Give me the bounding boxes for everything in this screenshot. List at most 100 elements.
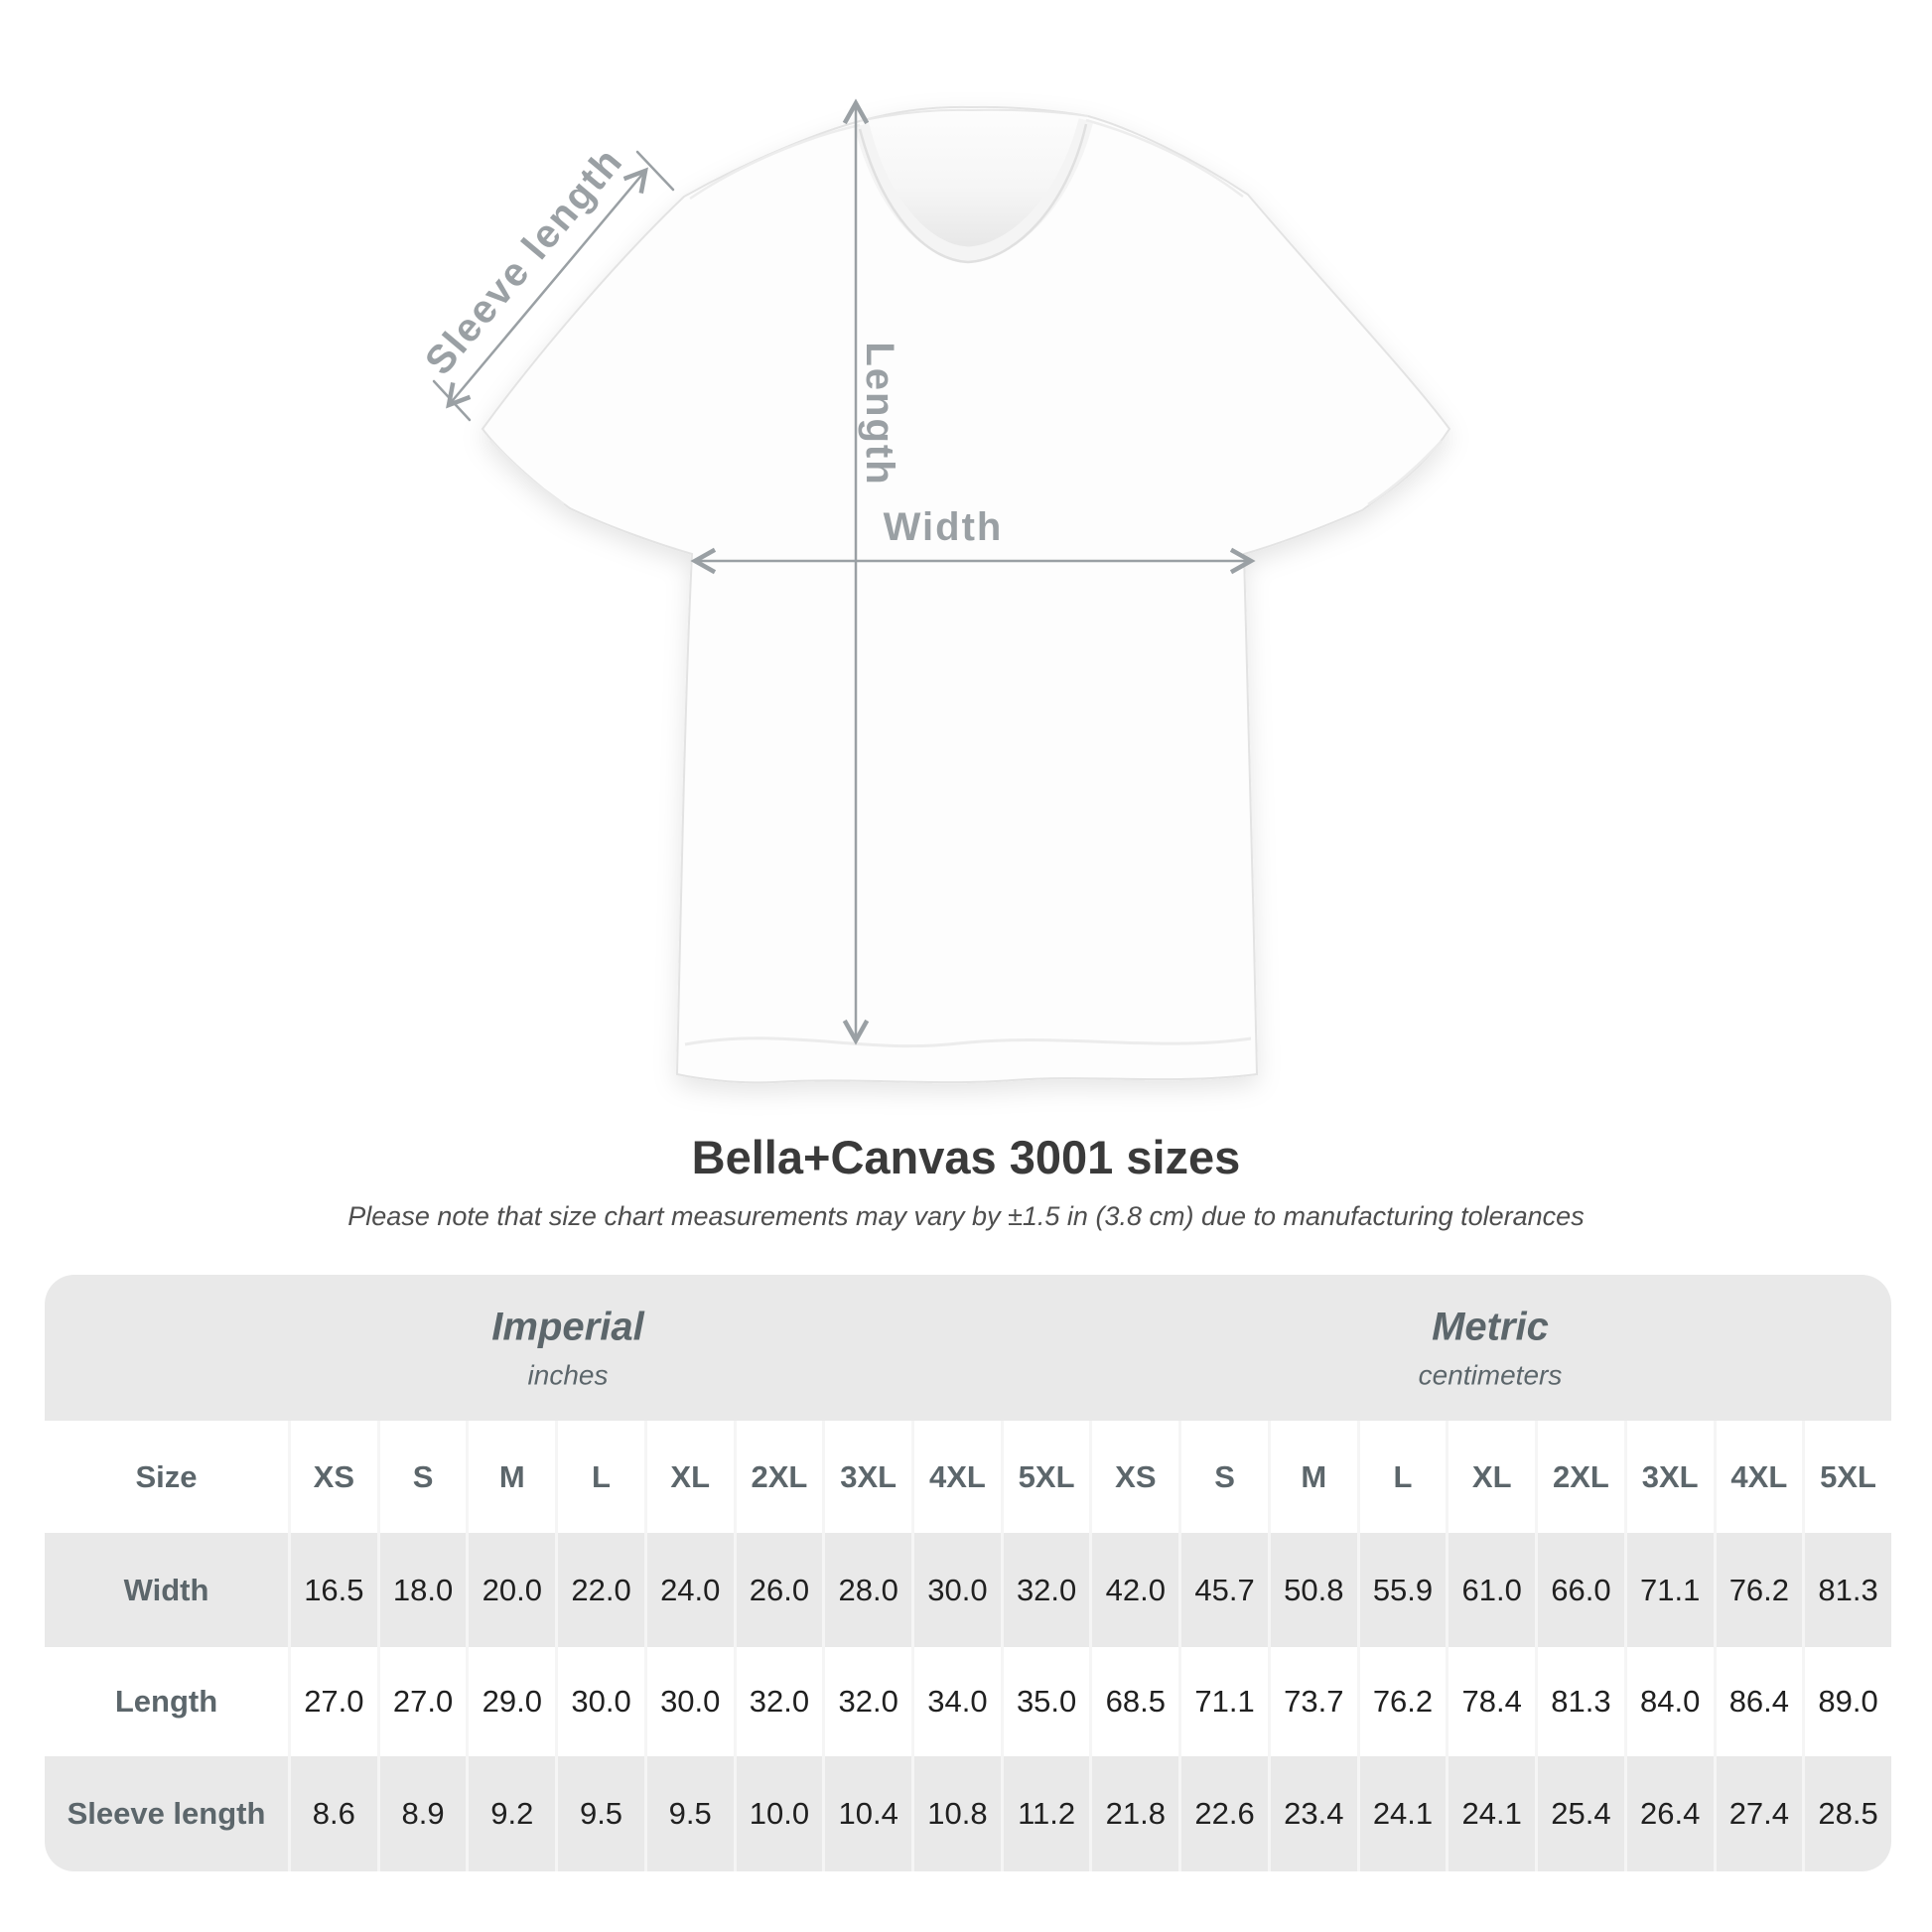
table-cell: 9.5 — [643, 1756, 734, 1871]
table-cell: 8.6 — [288, 1756, 377, 1871]
row-label-length: Length — [114, 1684, 218, 1719]
table-cell: 10.0 — [733, 1756, 823, 1871]
table-cell: 81.3 — [1535, 1647, 1624, 1756]
table-cell: 9.5 — [555, 1756, 644, 1871]
left-cuff-seam — [489, 440, 565, 506]
table-unit-band: Imperial inches Metric centimeters — [45, 1275, 1891, 1421]
size-col-header: 3XL — [822, 1421, 911, 1533]
table-cell: 55.9 — [1356, 1533, 1447, 1647]
table-cell: 28.5 — [1802, 1756, 1891, 1871]
size-col-header: L — [1356, 1421, 1447, 1533]
table-cell: 22.6 — [1178, 1756, 1268, 1871]
collar-outer-edge — [858, 123, 1088, 264]
table-cell: 18.0 — [376, 1533, 467, 1647]
size-header: Size — [135, 1458, 198, 1494]
table-cell: 68.5 — [1089, 1647, 1178, 1756]
size-col-header: XL — [1446, 1421, 1535, 1533]
table-cell: 78.4 — [1446, 1647, 1535, 1756]
table-cell: 26.4 — [1623, 1756, 1714, 1871]
table-cell: 30.0 — [643, 1647, 734, 1756]
length-row: Length 27.0 27.0 29.0 30.0 30.0 32.0 32.… — [45, 1647, 1891, 1756]
table-cell: 66.0 — [1535, 1533, 1624, 1647]
table-cell: 32.0 — [822, 1647, 911, 1756]
tshirt-illustration — [481, 105, 1451, 1084]
sleeve-length-row: Sleeve length 8.6 8.9 9.2 9.5 9.5 10.0 1… — [45, 1756, 1891, 1871]
row-label-width: Width — [123, 1572, 209, 1607]
size-col-header: 2XL — [1535, 1421, 1624, 1533]
imperial-title: Imperial — [491, 1305, 644, 1348]
table-cell: 27.0 — [376, 1647, 467, 1756]
table-cell: 34.0 — [911, 1647, 1001, 1756]
size-col-header: 5XL — [1000, 1421, 1090, 1533]
size-col-header: XS — [1089, 1421, 1178, 1533]
size-col-header: 4XL — [1713, 1421, 1803, 1533]
size-col-header: S — [1178, 1421, 1268, 1533]
table-cell: 8.9 — [376, 1756, 467, 1871]
table-cell: 32.0 — [1000, 1533, 1090, 1647]
right-shoulder-seam — [1085, 118, 1244, 198]
size-col-header: S — [376, 1421, 467, 1533]
hem-seam — [684, 1036, 1252, 1048]
size-table: Imperial inches Metric centimeters Size … — [45, 1275, 1891, 1871]
size-header-row: Size XS S M L XL 2XL 3XL 4XL 5XL XS S M … — [45, 1421, 1891, 1533]
size-col-header: 4XL — [911, 1421, 1001, 1533]
table-cell: 71.1 — [1623, 1533, 1714, 1647]
row-label-sleeve-length: Sleeve length — [67, 1796, 266, 1831]
size-col-header: M — [1267, 1421, 1357, 1533]
table-cell: 76.2 — [1713, 1533, 1803, 1647]
table-cell: 24.0 — [643, 1533, 734, 1647]
page-title: Bella+Canvas 3001 sizes — [691, 1131, 1241, 1183]
table-cell: 50.8 — [1267, 1533, 1357, 1647]
table-cell: 22.0 — [555, 1533, 644, 1647]
table-cell: 32.0 — [733, 1647, 823, 1756]
table-cell: 23.4 — [1267, 1756, 1357, 1871]
table-cell: 24.1 — [1356, 1756, 1447, 1871]
width-row: Width 16.5 18.0 20.0 22.0 24.0 26.0 28.0… — [45, 1533, 1891, 1647]
table-cell: 28.0 — [822, 1533, 911, 1647]
imperial-unit: inches — [527, 1359, 609, 1390]
table-cell: 9.2 — [466, 1756, 555, 1871]
left-shoulder-seam — [689, 123, 861, 201]
size-col-header: 5XL — [1802, 1421, 1891, 1533]
table-cell: 20.0 — [466, 1533, 555, 1647]
table-cell: 16.5 — [288, 1533, 377, 1647]
table-cell: 35.0 — [1000, 1647, 1090, 1756]
tshirt-diagram-svg: Sleeve length Length Width — [417, 98, 1451, 1084]
table-cell: 76.2 — [1356, 1647, 1447, 1756]
table-cell: 42.0 — [1089, 1533, 1178, 1647]
table-cell: 71.1 — [1178, 1647, 1268, 1756]
table-cell: 45.7 — [1178, 1533, 1268, 1647]
metric-title: Metric — [1432, 1305, 1549, 1348]
size-col-header: XL — [643, 1421, 734, 1533]
table-cell: 24.1 — [1446, 1756, 1535, 1871]
table-cell: 73.7 — [1267, 1647, 1357, 1756]
table-cell: 10.8 — [911, 1756, 1001, 1871]
right-cuff-seam — [1367, 440, 1443, 506]
tshirt-measurement-diagram: Sleeve length Length Width — [417, 98, 1451, 1084]
metric-group-header: Metric centimeters — [1419, 1305, 1563, 1391]
width-label: Width — [884, 505, 1004, 549]
table-cell: 30.0 — [555, 1647, 644, 1756]
table-cell: 81.3 — [1802, 1533, 1891, 1647]
page-subtitle: Please note that size chart measurements… — [347, 1201, 1585, 1231]
table-cell: 11.2 — [1000, 1756, 1090, 1871]
table-cell: 86.4 — [1713, 1647, 1803, 1756]
imperial-group-header: Imperial inches — [491, 1305, 643, 1391]
table-cell: 21.8 — [1089, 1756, 1178, 1871]
sleeve-length-arrow — [446, 167, 648, 409]
table-cell: 25.4 — [1535, 1756, 1624, 1871]
sleeve-length-end-tick — [432, 379, 472, 422]
table-cell: 10.4 — [822, 1756, 911, 1871]
table-cell: 89.0 — [1802, 1647, 1891, 1756]
size-col-header: M — [466, 1421, 555, 1533]
table-cell: 27.0 — [288, 1647, 377, 1756]
size-col-header: 2XL — [733, 1421, 823, 1533]
size-col-header: 3XL — [1623, 1421, 1714, 1533]
sleeve-length-end-tick — [635, 150, 675, 192]
metric-unit: centimeters — [1418, 1359, 1563, 1390]
table-cell: 84.0 — [1623, 1647, 1714, 1756]
table-cell: 29.0 — [466, 1647, 555, 1756]
table-cell: 30.0 — [911, 1533, 1001, 1647]
collar-top-edge — [859, 108, 1089, 122]
